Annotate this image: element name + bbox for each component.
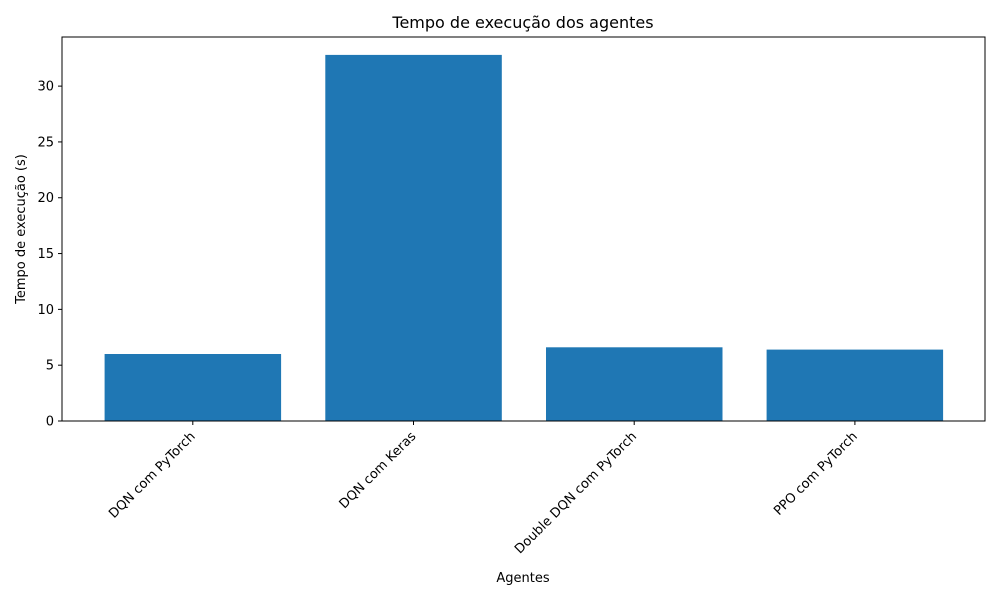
y-tick-label: 25 — [37, 135, 54, 150]
x-tick-label: DQN com Keras — [337, 429, 420, 512]
bar-3 — [546, 347, 723, 421]
y-tick-label: 0 — [46, 415, 54, 430]
x-tick-label: PPO com PyTorch — [771, 429, 861, 519]
axes-frame — [61, 36, 986, 422]
y-tick-label: 15 — [37, 247, 54, 262]
y-axis-label: Tempo de execução (s) — [14, 154, 29, 305]
bar-2 — [325, 54, 502, 422]
y-tick-label: 30 — [37, 80, 54, 95]
y-tick-label: 5 — [46, 359, 54, 374]
x-tick-label: Double DQN com PyTorch — [512, 429, 640, 557]
plot-area — [104, 54, 944, 422]
y-tick-label: 10 — [37, 303, 54, 318]
bar-1 — [104, 354, 282, 421]
x-axis-label: Agentes — [496, 571, 549, 586]
chart-title: Tempo de execução dos agentes — [391, 13, 653, 32]
x-tick-label: DQN com PyTorch — [106, 429, 198, 521]
bar-4 — [766, 349, 944, 421]
y-tick-label: 20 — [37, 191, 54, 206]
